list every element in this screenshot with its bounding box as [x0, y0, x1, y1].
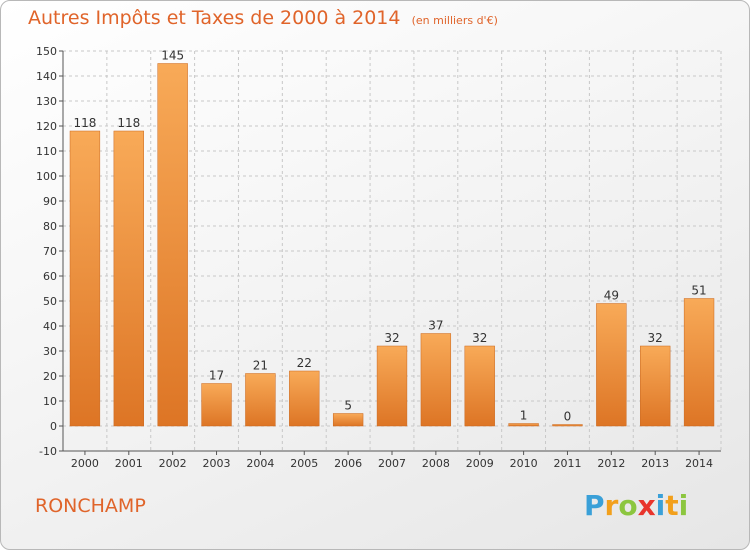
logo-letter: o	[618, 489, 638, 522]
value-label: 32	[472, 331, 487, 345]
bar-2010	[508, 423, 539, 427]
axes	[59, 50, 721, 455]
value-label: 145	[161, 49, 184, 63]
value-label: 17	[209, 369, 224, 383]
y-tick-label: 30	[43, 345, 57, 358]
value-label: 22	[297, 356, 312, 370]
y-tick-label: 140	[36, 70, 57, 83]
x-tick-label: 2009	[466, 457, 494, 470]
bar-2013	[640, 345, 671, 427]
y-tick-label: -10	[39, 445, 57, 458]
logo-letter: r	[604, 489, 619, 522]
bar-2000	[69, 130, 101, 427]
bar-2009	[464, 345, 495, 427]
y-tick-label: 50	[43, 295, 57, 308]
bar-2007	[376, 345, 408, 427]
y-tick-label: 130	[36, 95, 57, 108]
value-label: 32	[384, 331, 399, 345]
x-tick-label: 2001	[115, 457, 143, 470]
bar-2001	[113, 130, 144, 427]
x-tick-label: 2000	[71, 457, 99, 470]
y-tick-label: 100	[36, 170, 57, 183]
x-tick-label: 2003	[203, 457, 231, 470]
labels: -100102030405060708090100110120130140150…	[36, 45, 713, 470]
y-tick-label: 70	[43, 245, 57, 258]
chart-unit: (en milliers d'€)	[411, 14, 498, 27]
value-label: 37	[428, 319, 443, 333]
y-tick-label: 90	[43, 195, 57, 208]
place-name: RONCHAMP	[35, 495, 146, 517]
y-tick-label: 60	[43, 270, 57, 283]
bars	[69, 63, 715, 427]
logo-letter: x	[637, 489, 656, 522]
value-label: 0	[564, 410, 572, 424]
logo-letter: i	[678, 489, 689, 522]
bar-2014	[683, 298, 715, 427]
value-label: 1	[520, 409, 528, 423]
bar-2003	[201, 383, 232, 427]
bar-2005	[289, 370, 320, 427]
y-tick-label: 150	[36, 45, 57, 58]
value-label: 21	[253, 359, 268, 373]
value-label: 49	[604, 289, 619, 303]
logo-letter: i	[655, 489, 666, 522]
value-label: 5	[344, 399, 352, 413]
x-tick-label: 2005	[290, 457, 318, 470]
x-tick-label: 2011	[553, 457, 581, 470]
x-tick-label: 2007	[378, 457, 406, 470]
x-tick-label: 2010	[510, 457, 538, 470]
logo-letter: P	[584, 489, 605, 522]
y-tick-label: 120	[36, 120, 57, 133]
x-tick-label: 2013	[641, 457, 669, 470]
y-tick-label: 10	[43, 395, 57, 408]
y-tick-label: 110	[36, 145, 57, 158]
x-tick-label: 2006	[334, 457, 362, 470]
bar-2004	[245, 373, 276, 427]
value-label: 118	[117, 116, 140, 130]
x-tick-label: 2012	[597, 457, 625, 470]
y-tick-label: 40	[43, 320, 57, 333]
x-tick-label: 2002	[159, 457, 187, 470]
value-label: 51	[691, 284, 706, 298]
proxiti-logo: Proxiti	[584, 489, 688, 522]
chart-title: Autres Impôts et Taxes de 2000 à 2014	[28, 7, 401, 29]
chart-title-row: Autres Impôts et Taxes de 2000 à 2014 (e…	[28, 7, 498, 29]
bar-2006	[332, 413, 364, 427]
y-tick-label: 20	[43, 370, 57, 383]
value-label: 118	[73, 116, 96, 130]
x-tick-label: 2004	[246, 457, 274, 470]
y-tick-label: 80	[43, 220, 57, 233]
y-tick-label: 0	[50, 420, 57, 433]
bar-2008	[420, 333, 452, 427]
x-tick-label: 2008	[422, 457, 450, 470]
bar-2012	[596, 303, 627, 427]
x-tick-label: 2014	[685, 457, 713, 470]
bar-2011	[552, 424, 583, 427]
bar-2002	[157, 63, 188, 427]
value-label: 32	[648, 331, 663, 345]
logo-letter: t	[665, 489, 679, 522]
